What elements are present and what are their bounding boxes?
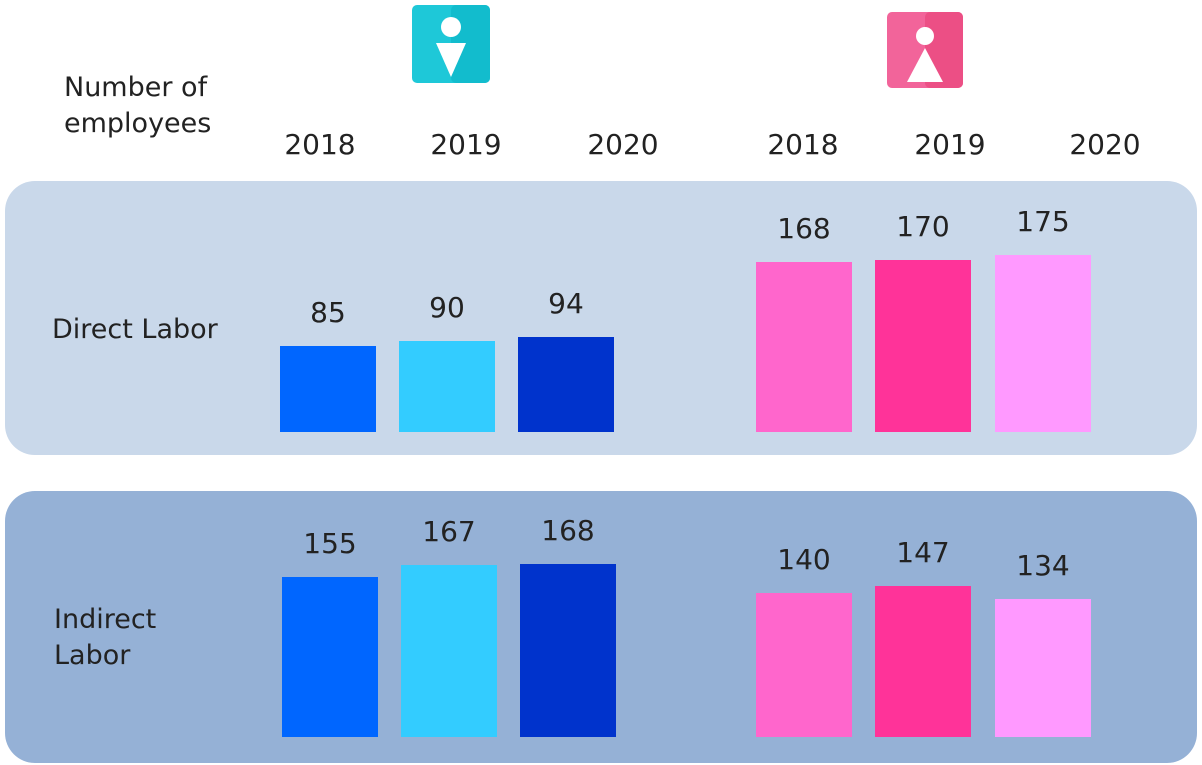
data-label: 134 bbox=[1016, 548, 1070, 582]
x-tick-label: 2018 bbox=[767, 128, 839, 161]
male-icon bbox=[412, 5, 490, 83]
data-label: 155 bbox=[303, 527, 357, 561]
bar bbox=[401, 564, 497, 737]
bar bbox=[520, 563, 616, 737]
bar bbox=[995, 255, 1091, 432]
data-label: 175 bbox=[1016, 205, 1070, 239]
data-label: 140 bbox=[777, 542, 831, 576]
bar bbox=[756, 262, 852, 432]
bar bbox=[282, 577, 378, 737]
x-tick-label: 2019 bbox=[914, 128, 986, 161]
bar bbox=[875, 585, 971, 737]
y-label: Number of employees bbox=[64, 72, 212, 139]
x-tick-label: 2018 bbox=[284, 128, 356, 161]
data-label: 90 bbox=[429, 291, 465, 325]
x-tick-label: 2019 bbox=[430, 128, 502, 161]
panel-label: Direct Labor bbox=[52, 314, 218, 345]
bar bbox=[399, 341, 495, 432]
bar bbox=[756, 592, 852, 737]
data-label: 167 bbox=[422, 514, 476, 548]
data-label: 147 bbox=[896, 535, 950, 569]
data-label: 168 bbox=[541, 513, 595, 547]
data-label: 168 bbox=[777, 212, 831, 246]
x-tick-label: 2020 bbox=[1069, 128, 1141, 161]
panel-label: Indirect Labor bbox=[54, 604, 157, 671]
x-tick-label: 2020 bbox=[587, 128, 659, 161]
data-label: 170 bbox=[896, 210, 950, 244]
bar bbox=[875, 260, 971, 432]
data-label: 94 bbox=[548, 287, 584, 321]
bar bbox=[995, 598, 1091, 737]
female-icon bbox=[887, 12, 963, 88]
data-label: 85 bbox=[310, 296, 346, 330]
bar bbox=[518, 337, 614, 432]
bar bbox=[280, 346, 376, 432]
